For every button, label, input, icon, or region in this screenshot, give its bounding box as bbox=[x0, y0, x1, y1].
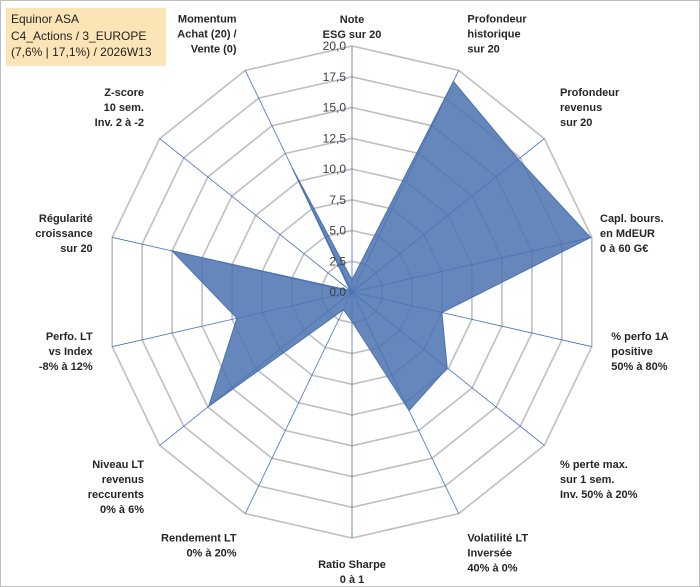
axis-label-line: Note bbox=[340, 14, 364, 26]
axis-spoke bbox=[159, 138, 353, 293]
axis-label: Perfo. LT vs Index -8% à 12% bbox=[39, 331, 94, 373]
axis-label-line: 0 à 1 bbox=[340, 574, 364, 586]
axis-label: % perfo 1A positive 50% à 80% bbox=[611, 331, 669, 373]
axis-label: Profondeur historique sur 20 bbox=[467, 13, 527, 55]
axis-label: Ratio Sharpe 0 à 1 bbox=[318, 559, 386, 586]
axis-label: Volatilité LT Inversée 40% à 0% bbox=[467, 533, 528, 575]
axis-label-line: Vente (0) bbox=[191, 43, 237, 55]
tick-label: 12,5 bbox=[323, 131, 347, 145]
axis-label: Niveau LT revenus reccurents 0% à 6% bbox=[88, 459, 145, 516]
axis-label-line: -8% à 12% bbox=[39, 361, 93, 373]
axis-label: Capl. bours. en MdEUR 0 à 60 G€ bbox=[600, 213, 664, 255]
axis-label-line: sur 20 bbox=[467, 43, 499, 55]
axis-label-line: 0% à 20% bbox=[186, 548, 236, 560]
tick-label: 20,0 bbox=[323, 39, 347, 53]
axis-label-line: revenus bbox=[560, 102, 602, 114]
axis-label-line: Niveau LT bbox=[92, 459, 144, 471]
axis-label-line: 0 à 60 G€ bbox=[600, 243, 648, 255]
axis-label-line: positive bbox=[611, 346, 653, 358]
axis-label-line: sur 20 bbox=[60, 243, 92, 255]
axis-label: % perte max. sur 1 sem. Inv. 50% à 20% bbox=[560, 459, 638, 501]
axis-label-line: Volatilité LT bbox=[467, 533, 528, 545]
axis-label-line: Capl. bours. bbox=[600, 213, 664, 225]
axis-label-line: Momentum bbox=[178, 13, 237, 25]
axis-label-line: % perte max. bbox=[560, 459, 628, 471]
axis-label-line: 0% à 6% bbox=[100, 504, 144, 516]
tick-label: 0,0 bbox=[329, 285, 346, 299]
performance-label: (7,6% | 17,1%) / 2026W13 bbox=[11, 45, 152, 59]
axis-label-line: vs Index bbox=[49, 346, 94, 358]
axis-label-line: Inversée bbox=[467, 548, 512, 560]
tick-label: 7,5 bbox=[329, 193, 346, 207]
axis-label-line: croissance bbox=[35, 228, 92, 240]
axis-label-line: 10 sem. bbox=[104, 102, 144, 114]
category-label: C4_Actions / 3_EUROPE bbox=[11, 28, 147, 43]
axis-label-line: reccurents bbox=[88, 489, 144, 501]
company-name: Equinor ASA bbox=[11, 12, 80, 26]
axis-label: Régularité croissance sur 20 bbox=[35, 213, 92, 255]
tick-label: 15,0 bbox=[323, 101, 347, 115]
axis-label-line: Inv. 2 à -2 bbox=[95, 117, 144, 129]
axis-label-line: Régularité bbox=[39, 213, 93, 225]
axis-label-line: ESG sur 20 bbox=[323, 29, 382, 41]
axis-label-line: Inv. 50% à 20% bbox=[560, 489, 638, 501]
radar-axis-labels: Note ESG sur 20 Profondeur historique sur 20… bbox=[35, 13, 669, 586]
radar-series bbox=[170, 80, 592, 412]
axis-label-line: Perfo. LT bbox=[46, 331, 93, 343]
axis-label: Momentum Achat (20) / Vente (0) bbox=[177, 13, 237, 55]
axis-label-line: % perfo 1A bbox=[611, 331, 669, 343]
data-series-area bbox=[170, 80, 592, 412]
axis-label-line: Achat (20) / bbox=[177, 28, 236, 40]
axis-label-line: 50% à 80% bbox=[611, 361, 667, 373]
axis-label-line: sur 20 bbox=[560, 117, 592, 129]
axis-label-line: en MdEUR bbox=[600, 228, 655, 240]
axis-label-line: 40% à 0% bbox=[467, 563, 517, 575]
axis-spoke bbox=[244, 291, 353, 514]
axis-label-line: historique bbox=[467, 28, 520, 40]
axis-label-line: sur 1 sem. bbox=[560, 474, 614, 486]
axis-label-line: Rendement LT bbox=[161, 533, 237, 545]
axis-label-line: Ratio Sharpe bbox=[318, 559, 386, 571]
axis-label: Rendement LT 0% à 20% bbox=[161, 533, 237, 560]
axis-label-line: Profondeur bbox=[560, 87, 620, 99]
tick-label: 2,5 bbox=[329, 254, 346, 268]
tick-label: 10,0 bbox=[323, 162, 347, 176]
radar-tick-labels: 0,0 2,5 5,0 7,5 10,0 12,5 15,0 17,5 20,0 bbox=[323, 39, 347, 299]
axis-label: Profondeur revenus sur 20 bbox=[560, 87, 620, 129]
axis-label: Note ESG sur 20 bbox=[323, 14, 382, 41]
axis-label-line: Z-score bbox=[104, 87, 144, 99]
axis-label: Z-score 10 sem. Inv. 2 à -2 bbox=[95, 87, 144, 129]
axis-label-line: revenus bbox=[102, 474, 144, 486]
tick-label: 17,5 bbox=[323, 70, 347, 84]
tick-label: 5,0 bbox=[329, 224, 346, 238]
axis-label-line: Profondeur bbox=[467, 13, 527, 25]
chart-title-box: Equinor ASA C4_Actions / 3_EUROPE (7,6% … bbox=[6, 8, 166, 66]
